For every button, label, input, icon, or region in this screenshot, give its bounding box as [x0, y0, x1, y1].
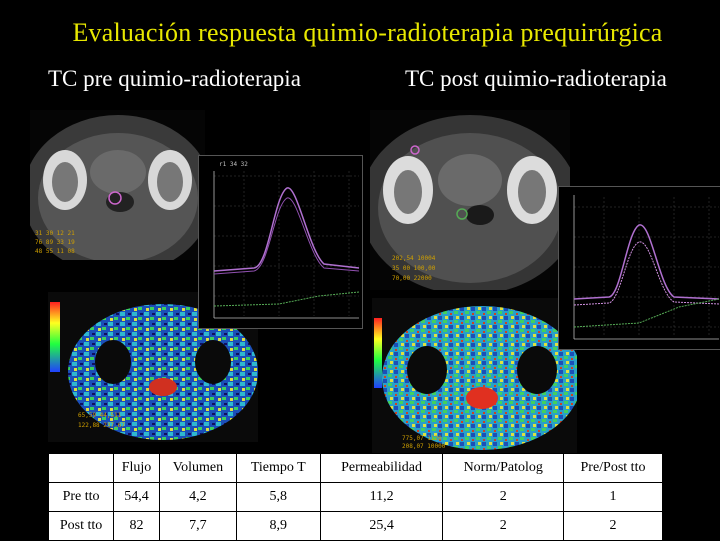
header-cell: [47, 453, 115, 483]
table-cell: 2: [442, 511, 564, 541]
svg-text:r1 34 32: r1 34 32: [219, 161, 248, 168]
enhancement-curve-pre: r1 34 32: [198, 155, 363, 329]
row-label: Pre tto: [47, 482, 115, 512]
table-cell: 2: [442, 482, 564, 512]
svg-text:76 89 33 19: 76 89 33 19: [35, 239, 75, 246]
perfusion-map-pre-image: 65,59 44,511 122,88 237,67: [48, 292, 258, 442]
subtitle-post: TC post quimio-radioterapia: [405, 66, 667, 91]
svg-text:208,07 10000: 208,07 10000: [402, 443, 446, 450]
perfusion-results-table: Flujo Volumen Tiempo T Permeabilidad Nor…: [47, 453, 664, 541]
table-cell: 2: [562, 511, 664, 541]
table-cell: 11,2: [319, 482, 444, 512]
table-cell: 8,9: [235, 511, 321, 541]
ct-scan-post-image: 202,54 10004 35 00 100,00 70,00 22000: [370, 110, 570, 290]
header-cell: Norm/Patolog: [442, 453, 564, 483]
table-row: Pre tto 54,4 4,2 5,8 11,2 2 1: [47, 482, 664, 512]
slide-title: Evaluación respuesta quimio-radioterapia…: [72, 18, 663, 47]
table-row: Post tto 82 7,7 8,9 25,4 2 2: [47, 511, 664, 541]
svg-text:65,59 44,511: 65,59 44,511: [78, 412, 122, 419]
svg-text:775,07 1120: 775,07 1120: [402, 435, 442, 442]
enhancement-curve-post: [558, 186, 720, 350]
ct-scan-pre-image: 31 30 12 21 76 89 33 19 48 55 11 08: [30, 110, 205, 260]
table-cell: 54,4: [113, 482, 160, 512]
subtitle-pre: TC pre quimio-radioterapia: [48, 66, 301, 91]
table-cell: 82: [113, 511, 160, 541]
table-cell: 7,7: [158, 511, 237, 541]
table-cell: 5,8: [235, 482, 321, 512]
svg-text:122,88 237,67: 122,88 237,67: [78, 422, 125, 429]
table-cell: 4,2: [158, 482, 237, 512]
svg-text:202,54 10004: 202,54 10004: [392, 255, 436, 262]
svg-text:31 30 12 21: 31 30 12 21: [35, 230, 75, 237]
table-header-row: Flujo Volumen Tiempo T Permeabilidad Nor…: [47, 453, 664, 483]
row-label: Post tto: [47, 511, 115, 541]
svg-text:48 55 11 08: 48 55 11 08: [35, 248, 75, 255]
table-cell: 25,4: [319, 511, 444, 541]
perfusion-map-post-image: 775,07 1120 208,07 10000: [372, 298, 577, 453]
svg-text:35 00 100,00: 35 00 100,00: [392, 265, 436, 272]
header-cell: Permeabilidad: [319, 453, 444, 483]
header-cell: Flujo: [113, 453, 160, 483]
header-cell: Tiempo T: [235, 453, 321, 483]
table-cell: 1: [562, 482, 664, 512]
header-cell: Pre/Post tto: [562, 453, 664, 483]
svg-text:70,00 22000: 70,00 22000: [392, 275, 432, 282]
header-cell: Volumen: [158, 453, 237, 483]
